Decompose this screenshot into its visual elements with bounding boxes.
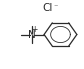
Text: +: + (31, 25, 38, 34)
Text: N: N (28, 30, 36, 39)
Text: ⁻: ⁻ (53, 3, 58, 12)
Text: Cl: Cl (43, 3, 53, 13)
